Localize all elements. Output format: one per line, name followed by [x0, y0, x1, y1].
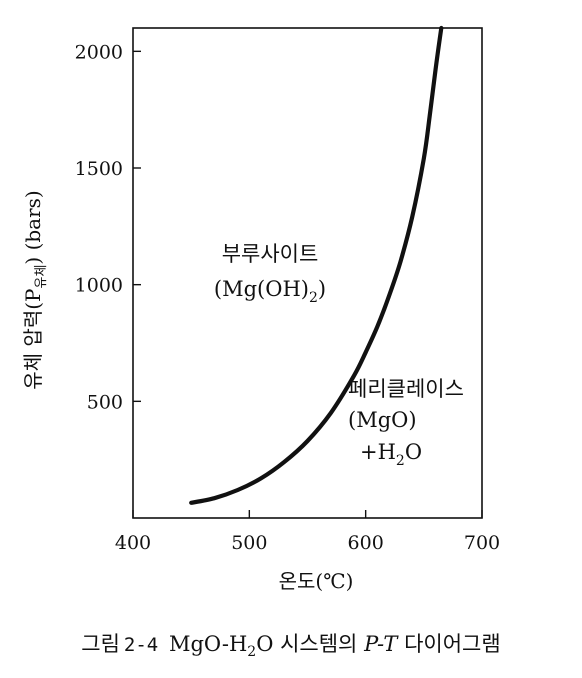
tick-marks — [132, 50, 483, 518]
x-tick-label-700: 700 — [464, 532, 500, 554]
pt-diagram: 400 500 600 700 500 1000 1500 2000 온도(℃) 유체 압력(… — [21, 25, 500, 593]
x-tick-label-500: 500 — [231, 532, 267, 554]
y-tick-label-1500: 1500 — [75, 158, 123, 180]
tick-labels: 400 500 600 700 500 1000 1500 2000 — [75, 41, 500, 554]
y-axis-label: 유체 압력(P유체) (bars) — [21, 190, 49, 389]
svg-text:페리클레이스: 페리클레이스 — [348, 377, 464, 401]
figure-caption: 그림 2-4 MgO-H2O 시스템의 P-T 다이어그램 — [81, 632, 501, 661]
svg-text:(MgO): (MgO) — [348, 408, 417, 432]
brucite-region-label: 부루사이트 (Mg(OH)2) — [214, 242, 326, 306]
svg-text:+H2O: +H2O — [360, 440, 422, 469]
plot-frame — [132, 27, 483, 519]
y-tick-label-2000: 2000 — [75, 41, 123, 63]
svg-text:(Mg(OH)2): (Mg(OH)2) — [214, 277, 326, 306]
x-tick-label-600: 600 — [348, 532, 384, 554]
x-axis-label: 온도(℃) — [279, 569, 354, 593]
svg-text:부루사이트: 부루사이트 — [222, 242, 319, 266]
axes-frame — [132, 27, 483, 519]
y-tick-label-1000: 1000 — [75, 275, 123, 297]
y-tick-label-500: 500 — [87, 391, 123, 413]
phase-boundary — [189, 25, 444, 505]
x-tick-label-400: 400 — [115, 532, 151, 554]
phase-boundary-line-0 — [189, 25, 444, 505]
periclase-region-label: 페리클레이스 (MgO) +H2O — [348, 377, 464, 469]
